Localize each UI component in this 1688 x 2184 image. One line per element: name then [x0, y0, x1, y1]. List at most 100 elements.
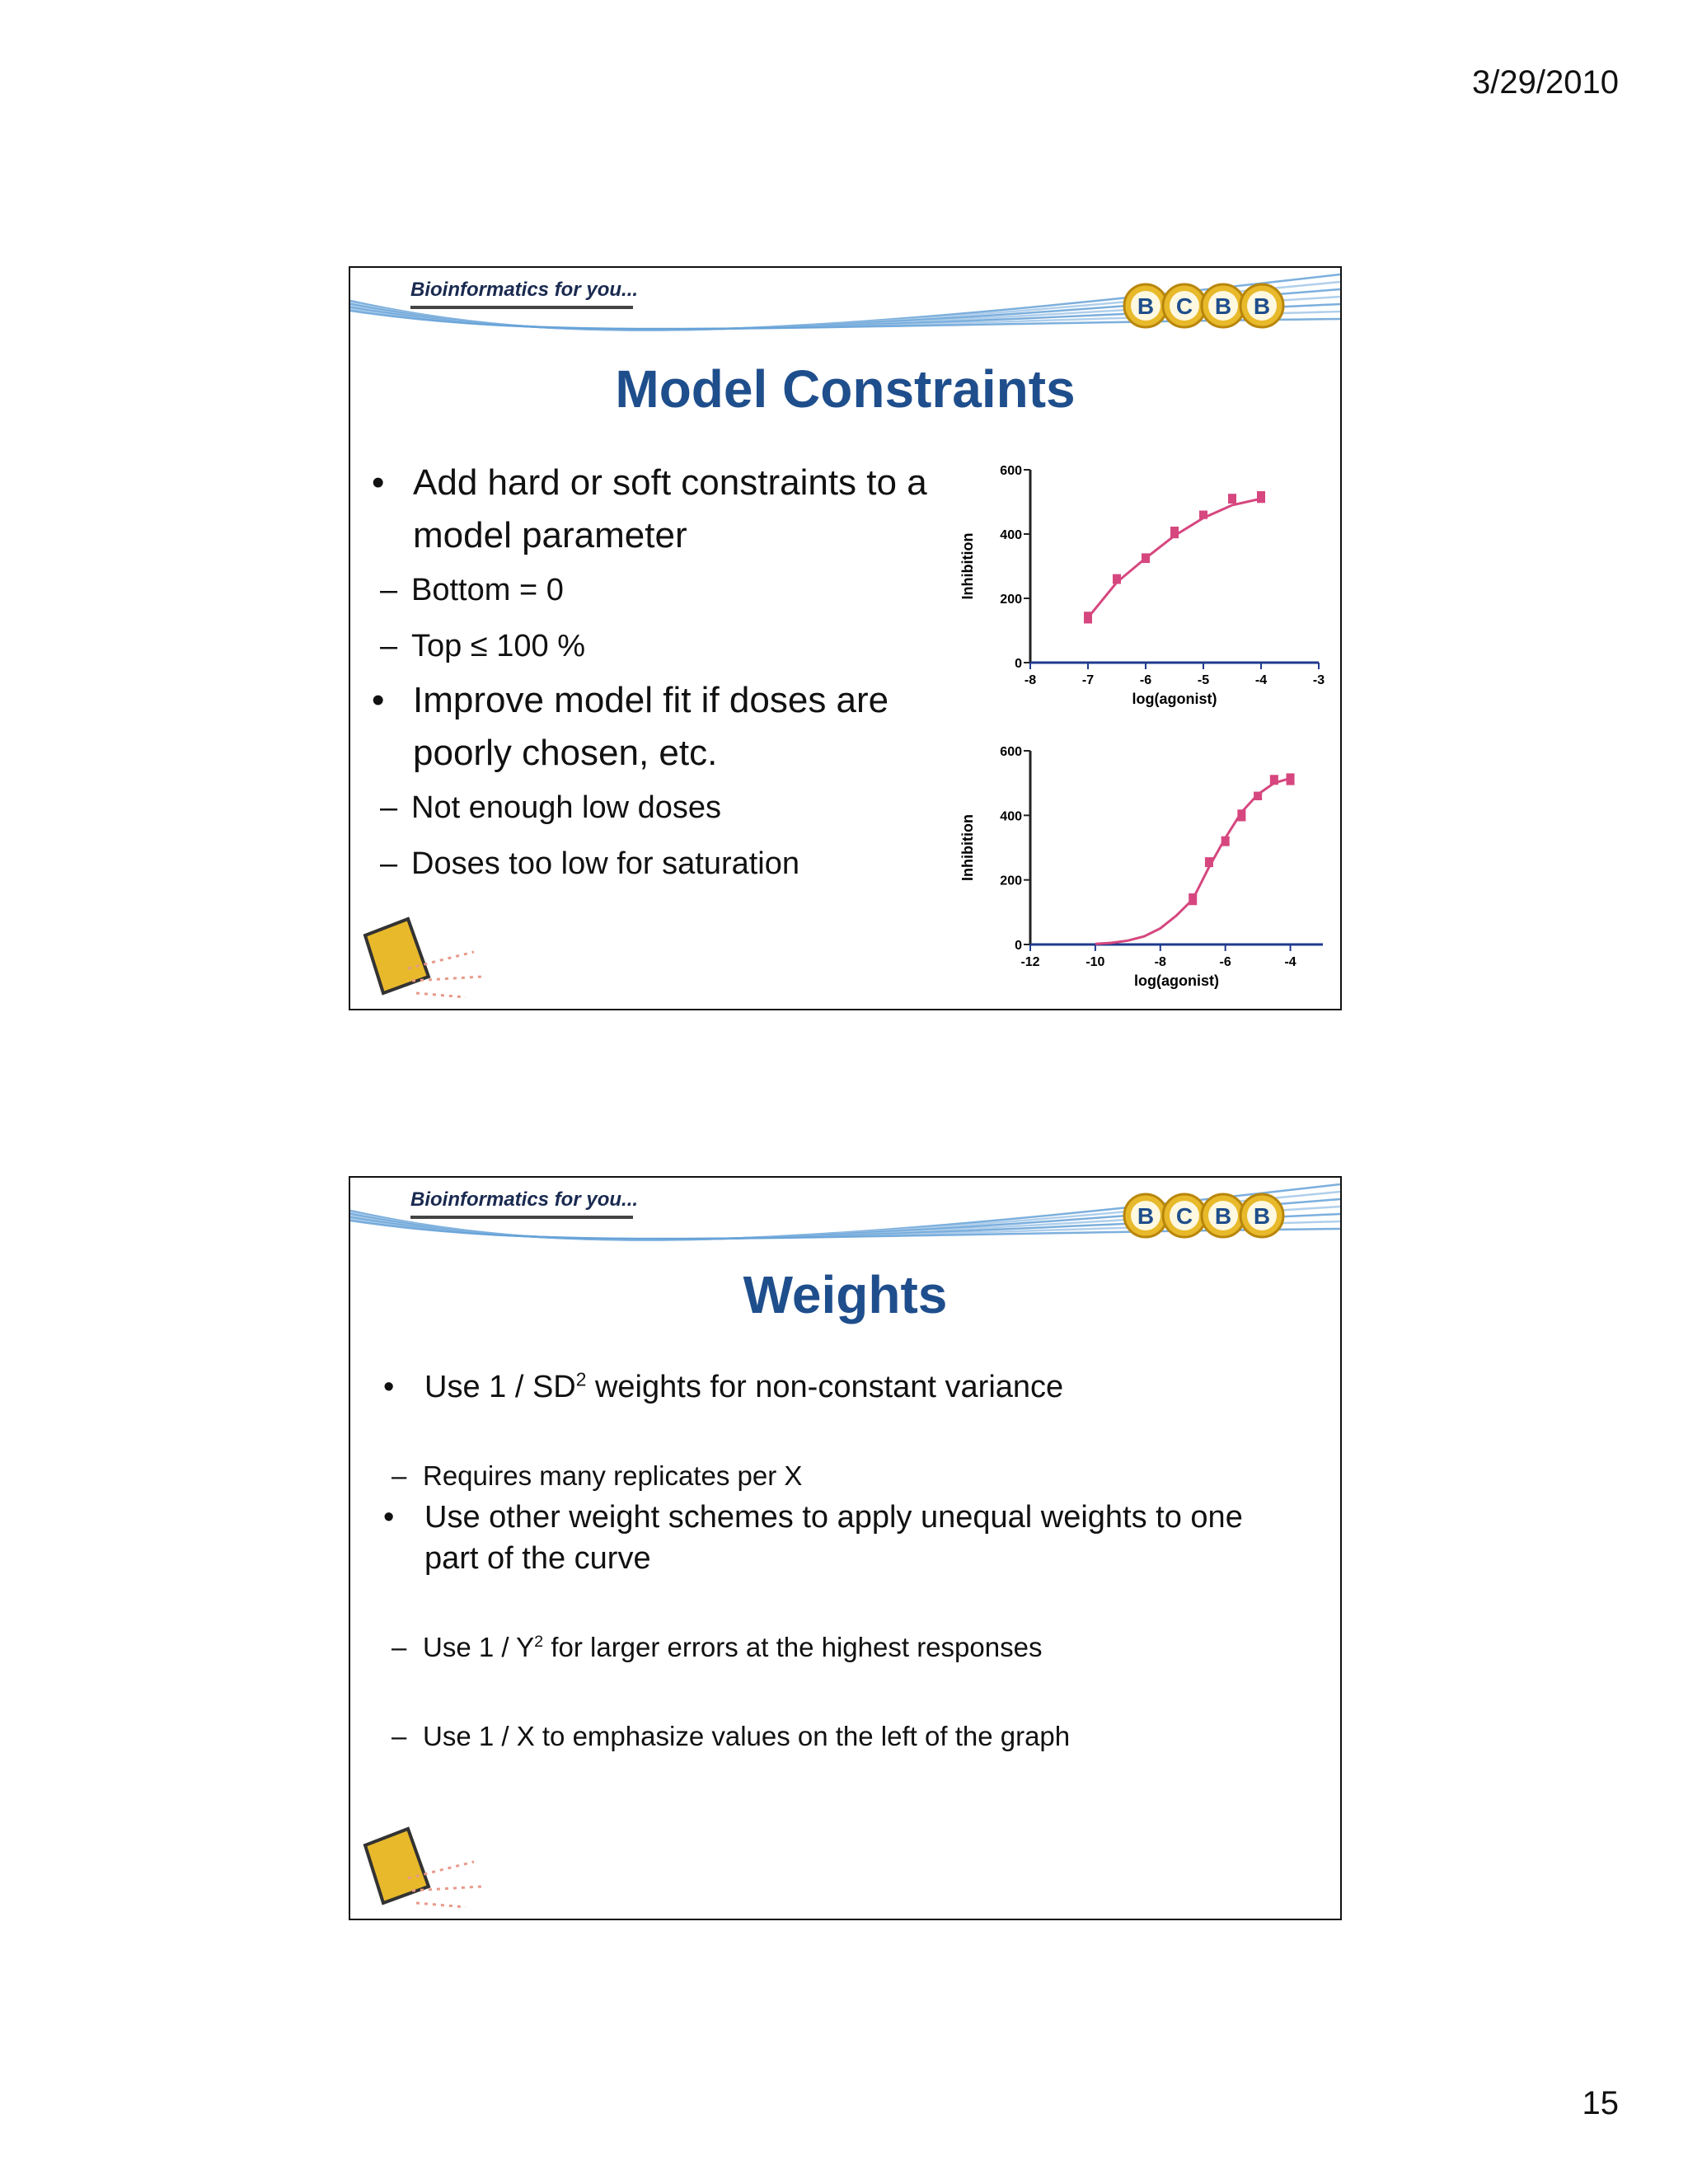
x-tick-label: -7	[1082, 673, 1094, 687]
point	[1269, 776, 1278, 785]
superscript: 2	[534, 1633, 544, 1652]
icon	[363, 916, 431, 996]
slide-title: Weights	[743, 1265, 948, 1324]
y-tick-label: 0	[1015, 657, 1022, 671]
text: Requires many replicates per X	[423, 1460, 803, 1491]
x-tick-label: -6	[1140, 673, 1151, 687]
point	[1204, 858, 1213, 867]
date: 3/29/2010	[1472, 64, 1619, 101]
logo-letter: B	[1254, 293, 1270, 319]
point	[1237, 811, 1246, 820]
logo-letter: B	[1137, 1203, 1154, 1229]
logo-inner	[1208, 291, 1238, 321]
banner-title: Bioinformatics for you...	[410, 1188, 638, 1211]
point	[1170, 528, 1179, 537]
text: Bottom = 0	[411, 573, 564, 607]
fit-curve	[1086, 497, 1262, 619]
slide: Bioinformatics for you... B C B B 0 200 400 600-…	[349, 266, 1342, 1010]
icon	[363, 1826, 431, 1905]
superscript: 2	[575, 1368, 587, 1390]
logo-letter: B	[1137, 293, 1154, 319]
point	[1254, 791, 1263, 800]
x-tick-label: -3	[1313, 673, 1325, 687]
y-axis-label: Inhibition	[959, 533, 976, 600]
logo-letter: C	[1176, 293, 1193, 319]
logo-inner	[1131, 291, 1160, 321]
text: Not enough low doses	[411, 790, 722, 825]
logo-letter: C	[1176, 1203, 1193, 1229]
y-tick-label: 400	[1000, 809, 1022, 823]
x-axis-label: log(agonist)	[1132, 691, 1217, 707]
logo-letter: B	[1215, 293, 1231, 319]
sub-bullet: Use 1 / X to emphasize values on the lef…	[383, 1716, 1290, 1757]
text: Doses too low for saturation	[411, 846, 800, 881]
point	[1286, 775, 1295, 784]
x-axis-label: log(agonist)	[1134, 972, 1219, 989]
sub-bullet: Doses too low for saturation	[372, 836, 940, 892]
slide-text: Use 1 / SD2 weights for non-constant var…	[383, 1366, 1290, 1757]
text: Use 1 / Y	[423, 1632, 535, 1662]
point	[1199, 510, 1207, 519]
point	[1084, 613, 1092, 622]
point	[1257, 493, 1265, 502]
slide: Bioinformatics for you...BCBBWeightsUse …	[349, 1176, 1342, 1920]
y-axis-label: Inhibition	[959, 814, 976, 881]
x-tick-label: -6	[1220, 955, 1231, 969]
y-tick-label: 600	[1000, 745, 1022, 759]
bullet: Add hard or soft constraints to a model …	[372, 457, 940, 562]
logo-inner	[1131, 1201, 1160, 1230]
x-tick-label: -5	[1198, 673, 1209, 687]
point	[1189, 895, 1198, 904]
logo-inner	[1247, 291, 1277, 321]
x-tick-label: -8	[1155, 955, 1166, 969]
fit-curve	[1095, 776, 1291, 945]
icon-dots	[407, 950, 483, 999]
icon-dots	[407, 1860, 483, 1909]
logo-inner	[1208, 1201, 1238, 1230]
x-tick-label: -4	[1255, 673, 1267, 687]
logo-inner	[1247, 1201, 1277, 1230]
point	[1113, 574, 1121, 583]
sub-bullet: Requires many replicates per X	[383, 1455, 1290, 1497]
page-number: 15	[1582, 2085, 1620, 2121]
logo-letter: B	[1215, 1203, 1231, 1229]
text: Top ≤ 100 %	[411, 629, 585, 663]
slide-text: Add hard or soft constraints to a model …	[372, 457, 940, 892]
y-tick-label: 200	[1000, 593, 1022, 607]
bullet: Use 1 / SD2 weights for non-constant var…	[383, 1366, 1290, 1408]
y-tick-label: 600	[1000, 464, 1022, 478]
x-tick-label: -4	[1284, 955, 1296, 969]
text: Use 1 / SD	[424, 1370, 576, 1404]
sub-bullet: Bottom = 0	[372, 562, 940, 618]
text: Use other weight schemes to apply unequa…	[424, 1500, 1243, 1576]
bullet: Improve model fit if doses are poorly ch…	[372, 674, 940, 780]
banner-subtitle-line	[410, 1216, 633, 1219]
logo-inner	[1170, 1201, 1199, 1230]
text: weights for non-constant variance	[586, 1370, 1064, 1404]
text: for larger errors at the highest respons…	[543, 1632, 1043, 1662]
y-tick-label: 0	[1015, 939, 1022, 953]
banner-subtitle-line	[410, 306, 633, 309]
slide-graphics: Bioinformatics for you...B C B B0200400600-…	[350, 273, 1340, 999]
text: Improve model fit if doses are poorly ch…	[413, 680, 889, 773]
x-tick-label: -12	[1020, 955, 1039, 969]
point	[1221, 837, 1230, 846]
y-tick-label: 400	[1000, 528, 1022, 542]
x-tick-label: -10	[1085, 955, 1104, 969]
slide-title: Model Constraints	[615, 359, 1076, 419]
point	[1228, 494, 1236, 504]
y-tick-label: 200	[1000, 874, 1022, 888]
point	[1142, 554, 1150, 563]
sub-bullet: Use 1 / Y2 for larger errors at the high…	[383, 1627, 1290, 1668]
banner-title: Bioinformatics for you...	[410, 279, 638, 301]
x-tick-label: -8	[1025, 673, 1036, 687]
bullet: Use other weight schemes to apply unequa…	[383, 1497, 1290, 1579]
sub-bullet: Not enough low doses	[372, 780, 940, 836]
logo-inner	[1170, 291, 1199, 321]
sub-bullet: Top ≤ 100 %	[372, 618, 940, 674]
text: Use 1 / X to emphasize values on the lef…	[423, 1721, 1071, 1751]
banner-swoosh	[350, 309, 1340, 330]
banner-swoosh	[350, 1219, 1340, 1240]
logo-letter: B	[1254, 1203, 1270, 1229]
